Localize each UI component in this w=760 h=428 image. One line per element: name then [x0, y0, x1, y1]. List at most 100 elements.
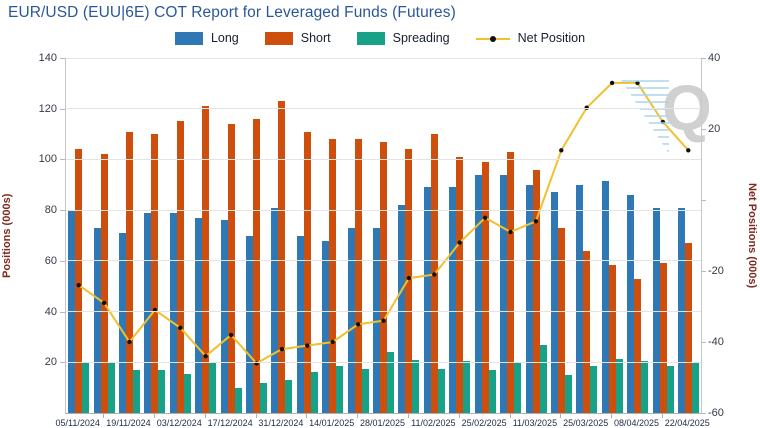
- bar-long: [449, 187, 457, 413]
- bar-spreading: [412, 359, 420, 413]
- x-axis-tick: [509, 414, 511, 418]
- bar-spreading: [285, 380, 293, 413]
- bar-group: [117, 131, 142, 413]
- gridline: [66, 57, 701, 59]
- x-axis-tick: [560, 414, 562, 418]
- chart-title: EUR/USD (EUU|6E) COT Report for Leverage…: [8, 4, 456, 21]
- bar-short: [659, 263, 667, 413]
- left-axis-tick-label: 140: [38, 52, 57, 64]
- bar-spreading: [387, 352, 395, 413]
- right-axis-tick: [701, 200, 706, 201]
- x-axis-tick-label: 28/01/2025: [359, 418, 406, 428]
- bar-spreading: [260, 382, 268, 413]
- gridline: [66, 260, 701, 262]
- gridline: [66, 158, 701, 160]
- bar-short: [227, 123, 235, 413]
- bar-spreading: [183, 373, 191, 413]
- bar-spreading: [488, 369, 496, 413]
- bar-short: [507, 151, 515, 413]
- bar-short: [430, 134, 438, 413]
- x-axis-tick-label: 14/01/2025: [309, 418, 355, 428]
- right-axis-tick: [701, 58, 706, 59]
- bar-long: [525, 184, 533, 413]
- x-axis-tick-label: 19/11/2024: [106, 418, 151, 428]
- plot-area: Q: [65, 57, 712, 414]
- bar-spreading: [437, 368, 445, 413]
- bar-group: [625, 194, 650, 413]
- bar-group: [498, 151, 523, 413]
- bar-spreading: [666, 366, 674, 413]
- bar-short: [456, 156, 464, 413]
- legend-label: Short: [300, 31, 331, 45]
- x-axis-tick-label: 25/02/2025: [461, 418, 507, 428]
- gridline: [66, 311, 701, 313]
- left-axis-tick: [60, 362, 65, 364]
- bar-long: [144, 212, 152, 413]
- right-axis-tick-label: -20: [708, 265, 724, 277]
- x-axis-tick-label: 22/04/2025: [664, 418, 710, 428]
- bar-group: [168, 121, 193, 413]
- x-axis-tick: [458, 414, 460, 418]
- left-axis-tick: [60, 108, 65, 110]
- bar-long: [347, 227, 355, 413]
- bar-spreading: [133, 369, 141, 413]
- bar-group: [447, 156, 472, 413]
- bar-spreading: [310, 372, 318, 413]
- x-axis-tick: [204, 414, 206, 418]
- bar-long: [373, 227, 381, 413]
- bar-spreading: [209, 362, 217, 413]
- bar-short: [329, 139, 337, 413]
- bar-spreading: [564, 375, 572, 413]
- legend-item: Short: [264, 31, 331, 45]
- bar-short: [253, 118, 261, 413]
- bar-long: [398, 205, 406, 413]
- right-axis-tick: [701, 129, 706, 130]
- legend-swatch: [356, 31, 385, 45]
- right-axis-title: Net Positions (000s): [746, 182, 758, 289]
- left-axis-tick-label: 80: [44, 204, 57, 217]
- bar-short: [303, 131, 311, 413]
- x-axis-tick-label: 31/12/2024: [258, 418, 304, 428]
- left-axis-tick: [60, 260, 65, 262]
- legend-label: Spreading: [392, 31, 450, 45]
- bar-long: [220, 220, 228, 413]
- x-axis-tick: [357, 414, 359, 418]
- legend-line-swatch: [475, 32, 510, 45]
- x-axis-tick: [255, 414, 257, 418]
- bar-short: [405, 149, 413, 413]
- right-axis-tick-label: -40: [708, 336, 724, 348]
- x-axis-tick: [407, 414, 409, 418]
- left-axis-tick-label: 120: [38, 102, 57, 115]
- legend-item: Long: [174, 31, 239, 45]
- bar-group: [549, 192, 574, 413]
- left-axis-tick: [60, 311, 65, 313]
- bar-group: [600, 181, 625, 413]
- bar-long: [93, 227, 101, 413]
- gridline: [66, 108, 701, 110]
- legend-line-dot: [489, 35, 496, 42]
- bar-short: [634, 278, 642, 413]
- legend-swatch: [174, 31, 203, 45]
- bar-long: [576, 184, 584, 413]
- x-axis-tick: [306, 414, 308, 418]
- bar-spreading: [463, 361, 471, 413]
- bar-group: [91, 154, 116, 413]
- bar-spreading: [158, 369, 166, 413]
- bar-group: [473, 162, 498, 413]
- legend-item: Spreading: [356, 31, 450, 45]
- bar-short: [684, 243, 692, 413]
- bar-short: [151, 134, 159, 413]
- bar-group: [269, 101, 294, 413]
- bar-long: [169, 212, 177, 413]
- bar-group: [142, 134, 167, 413]
- right-axis-tick: [701, 413, 706, 414]
- right-axis-tick: [701, 271, 706, 272]
- bar-long: [296, 235, 304, 413]
- legend-label: Long: [210, 31, 239, 45]
- bar-group: [244, 118, 269, 413]
- x-axis-tick-label: 03/12/2024: [156, 418, 202, 428]
- legend-swatch: [264, 31, 293, 45]
- bar-group: [295, 131, 320, 413]
- bar-spreading: [361, 368, 369, 413]
